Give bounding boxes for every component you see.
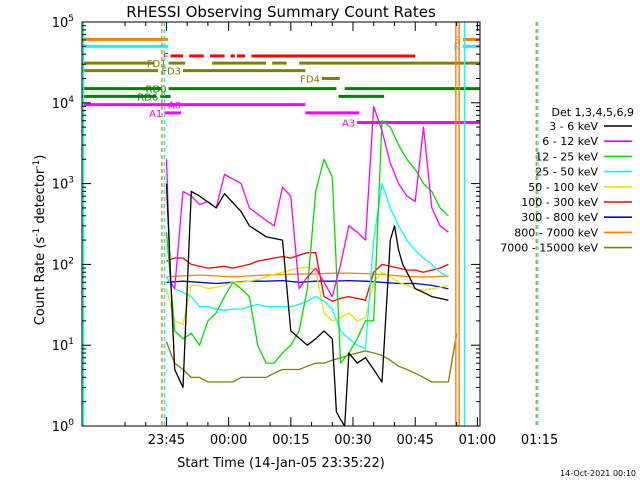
- y-axis-label-exp2: -1: [32, 160, 42, 169]
- legend-label-3: 12 - 25 keV: [535, 150, 598, 163]
- y-tick-base: 10: [52, 420, 69, 435]
- y-tick-label: 105: [52, 14, 74, 31]
- x-tick-label: 00:30: [334, 433, 371, 448]
- flag-label-fd3: FD3: [161, 67, 181, 78]
- x-tick-label: 01:15: [521, 433, 558, 448]
- legend-label-1: 3 - 6 keV: [549, 120, 598, 133]
- y-axis-label-end: ): [33, 155, 48, 160]
- flag-label-s: S: [455, 35, 461, 46]
- flag-label-rd6: RD6: [137, 92, 158, 103]
- y-tick-label: 104: [52, 95, 75, 112]
- y-axis-label-exp1: -1: [32, 228, 42, 237]
- series-line-8: [166, 272, 449, 278]
- y-tick-label: 102: [52, 256, 74, 273]
- legend-label-6: 100 - 300 keV: [521, 196, 598, 209]
- y-tick-label: 101: [52, 337, 74, 354]
- series-line-2: [165, 105, 449, 298]
- y-axis-label: Count Rate (s-1 detector-1): [32, 155, 48, 326]
- chart-title: RHESSI Observing Summary Count Rates: [126, 3, 436, 21]
- y-axis-label-main: Count Rate (s: [33, 237, 48, 326]
- flag-label-fd1: FD1: [147, 59, 167, 70]
- legend-label-7: 300 - 800 keV: [521, 211, 598, 224]
- x-tick-label: 23:45: [148, 433, 185, 448]
- plot-frame: [81, 21, 481, 427]
- y-tick-exponent: 0: [68, 418, 74, 428]
- y-tick-base: 10: [52, 178, 69, 193]
- series-line-5: [165, 266, 449, 326]
- y-tick-exponent: 1: [68, 337, 74, 347]
- x-tick-label: 00:15: [272, 433, 309, 448]
- x-tick-label: 01:00: [459, 433, 496, 448]
- legend-label-4: 25 - 50 keV: [535, 166, 598, 179]
- y-tick-label: 100: [52, 418, 75, 435]
- flag-label-a3: A3: [342, 119, 355, 130]
- footer-timestamp: 14-Oct-2021 00:10: [560, 469, 636, 478]
- y-tick-base: 10: [52, 97, 69, 112]
- legend: 3 - 6 keV 6 - 12 keV 12 - 25 keV 25 - 50 ke…: [500, 120, 632, 255]
- y-tick-base: 10: [52, 16, 69, 31]
- y-tick-label: 103: [52, 176, 74, 193]
- series-line-4: [165, 182, 449, 350]
- flag-label-a0: A0: [168, 101, 181, 112]
- y-axis-label-mid: detector: [33, 168, 48, 228]
- y-tick-base: 10: [52, 339, 69, 354]
- flag-label-n: N: [453, 42, 460, 53]
- flag-label-f: F: [163, 52, 169, 63]
- flag-label-rd0: RD0: [146, 85, 167, 96]
- series-line-9: [165, 333, 458, 383]
- flag-label-fd4: FD4: [300, 74, 320, 85]
- series-lines: [165, 105, 458, 427]
- y-tick-exponent: 3: [68, 176, 74, 186]
- y-tick-exponent: 4: [68, 95, 74, 105]
- legend-label-9: 7000 - 15000 keV: [500, 242, 598, 255]
- legend-label-8: 800 - 7000 keV: [514, 226, 598, 239]
- y-tick-exponent: 2: [68, 256, 74, 266]
- legend-label-2: 6 - 12 keV: [542, 135, 598, 148]
- series-line-1: [165, 183, 449, 427]
- y-tick-exponent: 5: [68, 14, 74, 24]
- y-tick-base: 10: [52, 258, 69, 273]
- legend-title: Det 1,3,4,5,6,9: [551, 106, 634, 119]
- legend-label-5: 50 - 100 keV: [528, 181, 598, 194]
- series-line-6: [166, 251, 449, 302]
- flag-label-a1: A1: [149, 109, 162, 120]
- x-tick-label: 00:45: [396, 433, 433, 448]
- x-axis-label: Start Time (14-Jan-05 23:35:22): [177, 456, 385, 471]
- x-tick-label: 00:00: [210, 433, 247, 448]
- vertical-markers: [82, 22, 539, 426]
- series-line-3: [165, 120, 449, 364]
